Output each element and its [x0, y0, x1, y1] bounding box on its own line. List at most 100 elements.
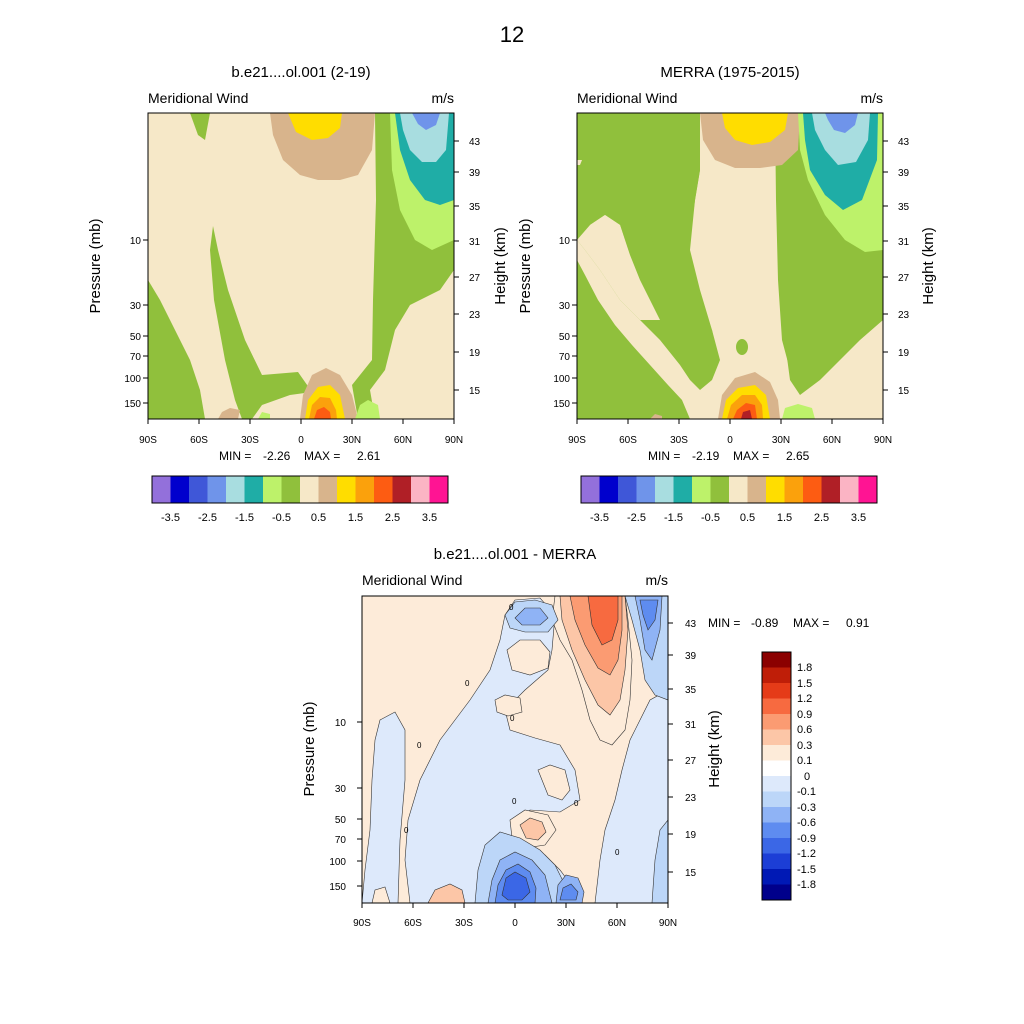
colorbar-swatch — [429, 476, 448, 503]
colorbar-label: -2.5 — [627, 512, 646, 524]
y-axis-label: Pressure (mb) — [87, 218, 104, 313]
colorbar-label: -1.5 — [664, 512, 683, 524]
pressure-tick-label: 10 — [559, 236, 571, 247]
colorbar-swatch — [411, 476, 430, 503]
height-tick-label: 35 — [469, 202, 481, 213]
pressure-tick-label: 10 — [335, 718, 347, 729]
left-subtitle: Meridional Wind — [362, 572, 462, 588]
colorbar-swatch — [152, 476, 171, 503]
panel-diff: b.e21....ol.001 - MERRA Meridional Wind … — [301, 546, 870, 929]
colorbar-swatch — [762, 776, 791, 792]
height-tick-label: 15 — [898, 386, 910, 397]
colorbar-swatch — [710, 476, 729, 503]
colorbar-swatch — [766, 476, 785, 503]
colorbar-obs: -3.5 -2.5 -1.5 -0.5 0.5 1.5 2.5 3.5 — [580, 475, 878, 524]
stats-min-value: -0.89 — [751, 616, 779, 630]
contour-fill — [362, 596, 668, 903]
panel-title: MERRA (1975-2015) — [660, 64, 799, 81]
colorbar-label: -1.8 — [797, 879, 816, 891]
pressure-axis-ticks: 10 30 50 70 100 150 — [124, 236, 148, 410]
colorbar-label: 1.5 — [777, 512, 792, 524]
pressure-tick-label: 150 — [553, 399, 570, 410]
colorbar-swatch — [374, 476, 393, 503]
colorbar-label: 1.2 — [797, 693, 812, 705]
colorbar-swatch — [762, 683, 791, 699]
colorbar-swatch — [318, 476, 337, 503]
height-tick-label: 31 — [469, 237, 481, 248]
x-axis-ticks: 90S 60S 30S 0 30N 60N 90N — [568, 419, 892, 446]
left-subtitle: Meridional Wind — [148, 90, 248, 106]
height-tick-label: 23 — [469, 310, 481, 321]
height-tick-label: 27 — [685, 756, 697, 767]
colorbar-label: 3.5 — [851, 512, 866, 524]
contour-label: 0 — [465, 679, 470, 688]
pressure-tick-label: 30 — [335, 784, 347, 795]
colorbar-swatch — [655, 476, 674, 503]
x-tick-label: 60S — [619, 435, 637, 446]
colorbar-label: -0.5 — [272, 512, 291, 524]
colorbar-swatch — [355, 476, 374, 503]
colorbar-swatch — [618, 476, 637, 503]
colorbar-label: 0.5 — [740, 512, 755, 524]
x-tick-label: 30N — [772, 435, 790, 446]
right-subtitle: m/s — [860, 90, 883, 106]
pressure-tick-label: 50 — [130, 332, 142, 343]
y2-axis-label: Height (km) — [706, 710, 723, 788]
pressure-tick-label: 100 — [329, 857, 346, 868]
stats-min-label: MIN = — [708, 616, 740, 630]
panel-title: b.e21....ol.001 (2-19) — [231, 64, 370, 81]
contour-fill — [148, 113, 454, 419]
page-title: 12 — [500, 22, 524, 47]
colorbar-swatch — [858, 476, 877, 503]
colorbar-swatch — [581, 476, 600, 503]
x-axis-ticks: 90S 60S 30S 0 30N 60N 90N — [353, 903, 677, 929]
pressure-tick-label: 10 — [130, 236, 142, 247]
x-tick-label: 60S — [404, 918, 422, 929]
colorbar-swatch — [226, 476, 245, 503]
colorbar-label: -0.3 — [797, 802, 816, 814]
y-axis-label: Pressure (mb) — [301, 701, 318, 796]
colorbar-swatch — [337, 476, 356, 503]
x-tick-label: 90N — [445, 435, 463, 446]
colorbar-swatch — [170, 476, 189, 503]
x-tick-label: 90N — [659, 918, 677, 929]
x-tick-label: 90N — [874, 435, 892, 446]
height-tick-label: 15 — [685, 868, 697, 879]
colorbar-swatch — [784, 476, 803, 503]
colorbar-label: 0.1 — [797, 755, 812, 767]
x-tick-label: 30S — [241, 435, 259, 446]
x-tick-label: 0 — [512, 918, 518, 929]
colorbar-swatch — [762, 652, 791, 668]
pressure-tick-label: 30 — [130, 301, 142, 312]
colorbar-swatch — [762, 760, 791, 776]
colorbar-label: -0.6 — [797, 817, 816, 829]
stats-min-value: -2.26 — [263, 449, 291, 463]
colorbar-swatch — [762, 884, 791, 900]
contour-label: 0 — [509, 603, 514, 612]
colorbar-swatch — [263, 476, 282, 503]
colorbar-label: 1.8 — [797, 662, 812, 674]
height-tick-label: 19 — [898, 348, 910, 359]
left-subtitle: Meridional Wind — [577, 90, 677, 106]
pressure-axis-ticks: 10 30 50 70 100 150 — [553, 236, 577, 410]
colorbar-label: -0.5 — [701, 512, 720, 524]
panel-title: b.e21....ol.001 - MERRA — [434, 546, 597, 563]
colorbar-swatch — [762, 822, 791, 838]
height-tick-label: 39 — [685, 651, 697, 662]
height-tick-label: 35 — [685, 685, 697, 696]
x-tick-label: 60N — [823, 435, 841, 446]
height-axis-ticks: 43 39 35 31 27 23 19 15 — [668, 619, 697, 879]
pressure-tick-label: 70 — [559, 352, 571, 363]
colorbar-swatch — [762, 838, 791, 854]
colorbar-swatch — [747, 476, 766, 503]
colorbar-label: 1.5 — [348, 512, 363, 524]
pressure-tick-label: 150 — [329, 882, 346, 893]
colorbar-swatch — [762, 807, 791, 823]
colorbar-label: 2.5 — [814, 512, 829, 524]
stats-line: MIN = -2.19 MAX = 2.65 — [648, 449, 810, 463]
pressure-tick-label: 50 — [559, 332, 571, 343]
colorbar-label: -1.5 — [235, 512, 254, 524]
stats-min-value: -2.19 — [692, 449, 720, 463]
colorbar-label: 3.5 — [422, 512, 437, 524]
height-tick-label: 23 — [685, 793, 697, 804]
